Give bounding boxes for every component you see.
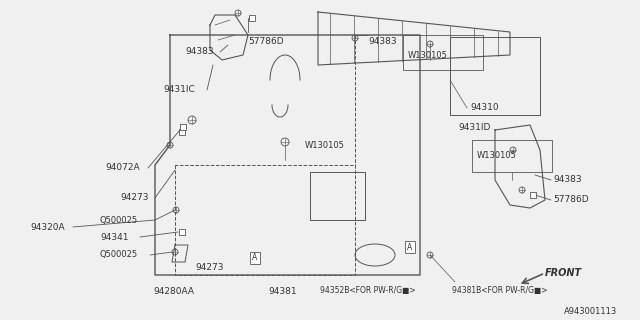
- Text: 94320A: 94320A: [30, 222, 65, 231]
- Text: A943001113: A943001113: [564, 307, 617, 316]
- Text: W130105: W130105: [305, 140, 345, 149]
- Text: 94383: 94383: [368, 37, 397, 46]
- Text: W130105: W130105: [408, 51, 448, 60]
- Bar: [472, 140, 552, 172]
- Text: 94352B<FOR PW-R/G■>: 94352B<FOR PW-R/G■>: [320, 286, 415, 295]
- Text: 57786D: 57786D: [553, 196, 589, 204]
- Text: A: A: [252, 253, 258, 262]
- Text: 94383: 94383: [553, 175, 582, 185]
- Text: 94273: 94273: [120, 194, 148, 203]
- Text: A: A: [408, 243, 413, 252]
- Text: 94072A: 94072A: [105, 164, 140, 172]
- Text: FRONT: FRONT: [545, 268, 582, 278]
- Text: 57786D: 57786D: [248, 37, 284, 46]
- Text: 94383: 94383: [185, 47, 214, 57]
- Bar: [403, 35, 483, 70]
- Text: Q500025: Q500025: [100, 215, 138, 225]
- Text: 9431IC: 9431IC: [163, 85, 195, 94]
- Text: 94273: 94273: [195, 263, 223, 273]
- Bar: [310, 172, 365, 220]
- Text: 94381: 94381: [268, 286, 296, 295]
- Text: 94341: 94341: [100, 233, 129, 242]
- Text: 94381B<FOR PW-R/G■>: 94381B<FOR PW-R/G■>: [452, 286, 547, 295]
- Text: 9431ID: 9431ID: [458, 123, 490, 132]
- Text: 94310: 94310: [470, 103, 499, 113]
- Text: W130105: W130105: [477, 151, 517, 161]
- Text: 94280AA: 94280AA: [153, 286, 194, 295]
- Bar: [450, 37, 540, 115]
- Text: Q500025: Q500025: [100, 251, 138, 260]
